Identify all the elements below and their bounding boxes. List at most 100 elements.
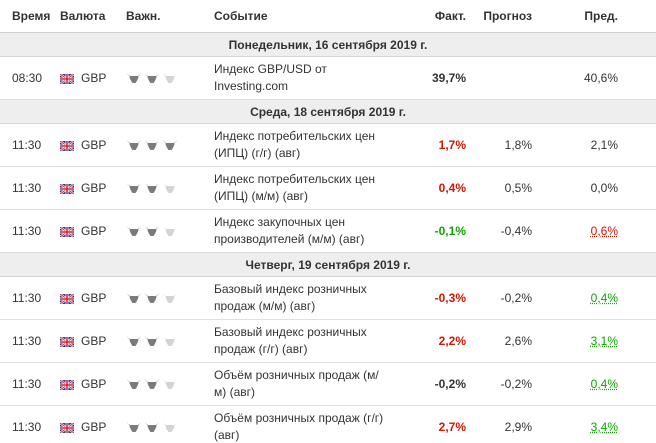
event-title[interactable]: Индекс потребительских цен (ИПЦ) (м/м) (а… [214,171,400,205]
event-title-line2: (ИПЦ) (м/м) (авг) [214,189,309,203]
event-title[interactable]: Индекс потребительских цен (ИПЦ) (г/г) (а… [214,128,400,162]
event-title[interactable]: Индекс GBP/USD от Investing.com [214,61,400,95]
currency-code: GBP [81,138,107,152]
event-time: 11:30 [12,377,42,391]
bull-icon [126,378,142,390]
event-row[interactable]: 11:30 GBP Индекс потребительских цен (ИПЦ) … [0,124,656,167]
header-previous[interactable]: Пред. [584,9,618,23]
event-row[interactable]: 08:30 GBP Индекс GBP/USD от Investing.com 39… [0,57,656,100]
event-title-line1: Индекс потребительских цен [214,172,376,186]
event-row[interactable]: 11:30 GBP Объём розничных продаж (м/м) (ав… [0,363,656,406]
event-importance [126,182,214,194]
event-title-line2: производителей (м/м) (авг) [214,232,365,246]
uk-flag-icon [59,422,75,434]
event-time: 11:30 [12,138,42,152]
previous-value: 0,4% [590,291,618,305]
currency-code: GBP [81,334,107,348]
header-currency[interactable]: Валюта [60,9,106,23]
currency-code: GBP [81,181,107,195]
event-importance [126,72,214,84]
bull-icon [126,225,142,237]
event-title-line1: Базовый индекс розничных [214,325,367,339]
event-forecast: -0,2% [500,377,532,391]
event-forecast: 1,8% [504,138,532,152]
uk-flag-icon [59,140,75,152]
event-importance [126,139,214,151]
event-currency: GBP [59,138,126,152]
previous-value: 0,4% [590,377,618,391]
bull-icon [126,421,142,433]
day-separator: Понедельник, 16 сентября 2019 г. [0,33,656,57]
bull-icon [162,139,178,151]
event-currency: GBP [59,224,126,238]
bull-icon [162,225,178,237]
table-header: Время Валюта Важн. Событие Факт. Прогноз… [0,0,656,33]
previous-value: 3,4% [590,420,618,434]
event-previous: 0,4% [532,291,618,305]
day-separator: Четверг, 19 сентября 2019 г. [0,253,656,277]
header-event[interactable]: Событие [214,8,268,23]
event-forecast: -0,2% [500,291,532,305]
event-row[interactable]: 11:30 GBP Объём розничных продаж (г/г) (авг… [0,406,656,443]
event-row[interactable]: 11:30 GBP Базовый индекс розничных продаж (… [0,320,656,363]
event-time: 08:30 [12,71,43,85]
bull-icon [126,292,142,304]
bull-icon [162,182,178,194]
bull-icon [162,72,178,84]
event-forecast: 2,6% [504,334,532,348]
event-row[interactable]: 11:30 GBP Базовый индекс розничных продаж (… [0,277,656,320]
event-title-line2: м) (авг) [214,385,255,399]
bull-icon [126,335,142,347]
bull-icon [144,378,160,390]
event-title-line1: Индекс закупочных цен [214,215,345,229]
bull-icon [144,182,160,194]
bull-icon [162,378,178,390]
previous-value: 0,6% [590,224,618,238]
event-actual: -0,3% [434,291,466,305]
event-title-line1: Индекс потребительских цен [214,129,376,143]
event-time: 11:30 [12,291,42,305]
previous-value: 3,1% [590,334,618,348]
event-row[interactable]: 11:30 GBP Индекс закупочных цен производите… [0,210,656,253]
header-actual[interactable]: Факт. [434,9,466,23]
event-title[interactable]: Объём розничных продаж (г/г) (авг) [214,410,400,443]
event-forecast: 0,5% [504,181,532,195]
event-title-line1: Объём розничных продаж (м/ [214,368,379,382]
event-title[interactable]: Базовый индекс розничных продаж (г/г) (ав… [214,324,400,358]
currency-code: GBP [81,377,107,391]
event-currency: GBP [59,334,126,348]
previous-value: 0,0% [590,181,618,195]
event-title-line2: (авг) [214,428,240,442]
event-importance [126,292,214,304]
uk-flag-icon [59,379,75,391]
event-actual: 0,4% [438,181,466,195]
event-row[interactable]: 11:30 GBP Индекс потребительских цен (ИПЦ) … [0,167,656,210]
event-time: 11:30 [12,224,42,238]
uk-flag-icon [59,73,75,85]
event-title[interactable]: Базовый индекс розничных продаж (м/м) (ав… [214,281,400,315]
header-forecast[interactable]: Прогноз [483,9,532,23]
event-time: 11:30 [12,181,42,195]
day-separator: Среда, 18 сентября 2019 г. [0,100,656,124]
bull-icon [162,292,178,304]
event-importance [126,335,214,347]
event-importance [126,225,214,237]
uk-flag-icon [59,336,75,348]
currency-code: GBP [81,420,107,434]
currency-code: GBP [81,224,107,238]
header-time[interactable]: Время [12,9,51,23]
uk-flag-icon [59,293,75,305]
bull-icon [162,421,178,433]
event-title[interactable]: Объём розничных продаж (м/м) (авг) [214,367,400,401]
event-forecast: 2,9% [504,420,532,434]
table-body: Понедельник, 16 сентября 2019 г. 08:30 GBP… [0,33,656,443]
event-title-line2: (ИПЦ) (г/г) (авг) [214,146,301,160]
bull-icon [144,421,160,433]
event-title-line1: Индекс GBP/USD от [214,62,327,76]
header-importance[interactable]: Важн. [126,9,161,23]
event-currency: GBP [59,420,126,434]
event-title[interactable]: Индекс закупочных цен производителей (м/м… [214,214,400,248]
event-previous: 0,6% [532,224,618,238]
event-title-line1: Объём розничных продаж (г/г) [214,411,384,425]
